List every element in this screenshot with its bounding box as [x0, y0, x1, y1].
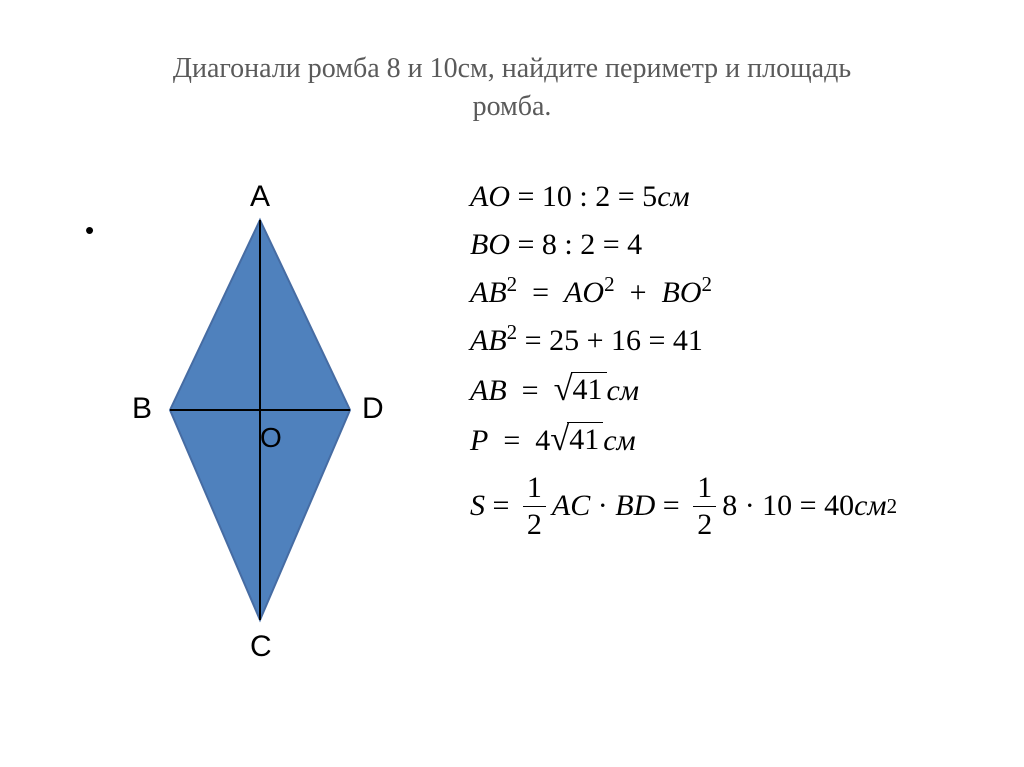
eq4-expr: = 25 + 16 = 41 [517, 324, 703, 357]
vertex-label-b: B [132, 392, 152, 426]
vertex-label-a: A [250, 180, 270, 214]
sqrt-icon: √ 41 [550, 422, 603, 457]
eq4-var: AB [470, 324, 507, 357]
bullet-dot: • [85, 215, 94, 246]
eq7-var: S [470, 489, 485, 523]
equations-block: AO = 10 : 2 = 5см BO = 8 : 2 = 4 AB2 = A… [470, 180, 990, 554]
eq3-a-pow: 2 [507, 272, 518, 296]
eq3-c: BO [662, 276, 702, 309]
eq6-radicand: 41 [567, 422, 603, 457]
eq7-tail: 8 · 10 = 40 [722, 489, 854, 523]
eq-line-2: BO = 8 : 2 = 4 [470, 228, 990, 262]
eq-line-5: AB = √ 41 см [470, 372, 990, 408]
eq6-coef: 4 [535, 424, 550, 457]
eq2-expr: = 8 : 2 = 4 [510, 228, 642, 261]
title-line-1: Диагонали ромба 8 и 10см, найдите периме… [0, 50, 1024, 88]
eq-line-7: S = 1 2 AC · BD = 1 2 8 · 10 = 40см2 [470, 472, 897, 540]
vertex-label-c: C [250, 630, 272, 664]
eq1-unit: см [657, 180, 689, 213]
eq-line-1: AO = 10 : 2 = 5см [470, 180, 990, 214]
eq5-unit: см [607, 374, 639, 407]
eq7-bd: BD [615, 489, 655, 523]
vertex-label-d: D [362, 392, 384, 426]
title-line-2: ромба. [0, 88, 1024, 126]
eq-line-6: P = 4 √ 41 см [470, 422, 990, 458]
eq5-var: AB [470, 374, 507, 407]
eq7-unit: см [854, 489, 886, 523]
eq1-var: AO [470, 180, 510, 213]
frac1-num: 1 [523, 472, 546, 506]
fraction-1: 1 2 [523, 472, 546, 540]
eq3-b: AO [564, 276, 604, 309]
eq3-b-pow: 2 [604, 272, 615, 296]
eq6-unit: см [603, 424, 635, 457]
eq5-radicand: 41 [571, 372, 607, 407]
eq-line-4: AB2 = 25 + 16 = 41 [470, 324, 990, 358]
eq1-expr: = 10 : 2 = 5 [510, 180, 657, 213]
frac1-den: 2 [523, 506, 546, 541]
center-label-o: O [260, 422, 282, 454]
fraction-2: 1 2 [693, 472, 716, 540]
eq3-c-pow: 2 [702, 272, 713, 296]
eq7-ac: AC [552, 489, 590, 523]
slide: { "title": { "line1": "Диагонали ромба 8… [0, 0, 1024, 767]
eq-line-3: AB2 = AO2 + BO2 [470, 276, 990, 310]
sqrt-icon: √ 41 [554, 372, 607, 407]
problem-title: Диагонали ромба 8 и 10см, найдите периме… [0, 50, 1024, 126]
eq2-var: BO [470, 228, 510, 261]
frac2-den: 2 [693, 506, 716, 541]
eq6-var: P [470, 424, 488, 457]
rhombus-diagram: A B C D O [100, 170, 420, 690]
eq3-a: AB [470, 276, 507, 309]
eq4-pow: 2 [507, 320, 518, 344]
frac2-num: 1 [693, 472, 716, 506]
